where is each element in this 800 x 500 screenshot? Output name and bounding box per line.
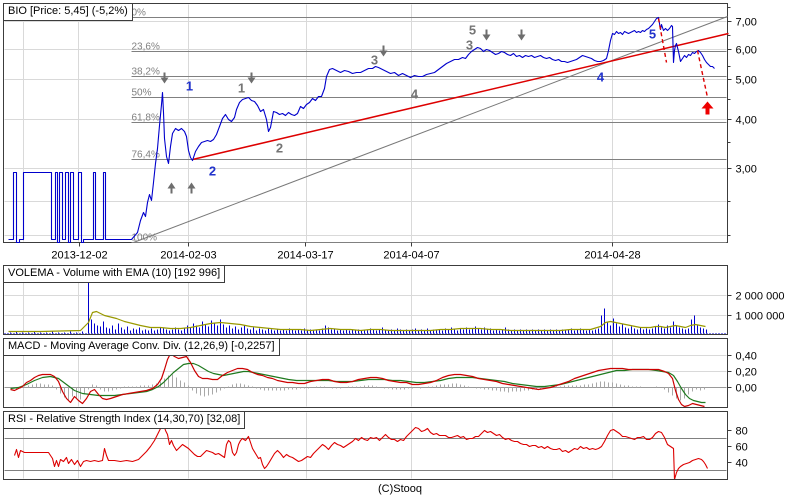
svg-text:4: 4	[597, 70, 605, 85]
svg-text:2014-02-03: 2014-02-03	[160, 250, 216, 262]
fibonacci-levels: 0%23,6%38,2%50%61,8%76,4%100%	[131, 8, 727, 244]
svg-text:76,4%: 76,4%	[132, 150, 160, 161]
svg-text:60: 60	[736, 442, 748, 454]
trend-lines	[133, 16, 729, 243]
up-arrow-icon	[167, 182, 176, 194]
macd-panel-title: MACD - Moving Average Conv. Div. (12,26,…	[8, 340, 275, 352]
svg-text:3: 3	[371, 53, 378, 68]
wave-annotations: 1 2 4 5 1 2 3 3 4 5	[160, 23, 714, 194]
svg-text:61,8%: 61,8%	[132, 113, 160, 124]
svg-text:2: 2	[209, 164, 216, 179]
down-arrow-icon	[247, 72, 256, 84]
svg-text:7,00: 7,00	[736, 17, 757, 29]
macd-panel: 0,40 0,20 0,00	[3, 338, 757, 408]
price-series	[8, 16, 715, 244]
svg-text:1: 1	[186, 79, 193, 94]
svg-text:2 000 000: 2 000 000	[736, 291, 785, 303]
svg-text:38,2%: 38,2%	[132, 67, 160, 78]
volume-panel-title: VOLEMA - Volume with EMA (10) [192 996]	[8, 267, 221, 279]
svg-text:2014-04-28: 2014-04-28	[584, 250, 640, 262]
price-panel	[3, 3, 728, 243]
svg-text:50%: 50%	[132, 88, 152, 99]
svg-text:1 000 000: 1 000 000	[736, 311, 785, 323]
price-panel-title: BIO [Price: 5,45] (-5,2%)	[8, 5, 128, 17]
svg-text:5: 5	[469, 23, 476, 38]
down-arrow-icon	[482, 29, 491, 41]
price-axes: 7,00 6,00 5,00 4,00 3,00 2013-12-02 2014-02-03…	[51, 7, 757, 262]
down-arrow-icon	[379, 45, 388, 57]
rsi-panel-title-box: RSI - Relative Strength Index (14,30,70)…	[3, 411, 246, 429]
svg-text:3: 3	[466, 38, 473, 53]
svg-text:0,20: 0,20	[736, 367, 757, 379]
down-arrow-icon	[160, 72, 169, 84]
svg-text:0,00: 0,00	[736, 383, 757, 395]
svg-text:5: 5	[649, 27, 656, 42]
svg-text:6,00: 6,00	[736, 45, 757, 57]
svg-text:2014-04-07: 2014-04-07	[383, 250, 439, 262]
svg-text:5,00: 5,00	[736, 75, 757, 87]
svg-text:2014-03-17: 2014-03-17	[277, 250, 333, 262]
price-panel-title-box: BIO [Price: 5,45] (-5,2%)	[3, 3, 133, 21]
svg-text:2013-12-02: 2013-12-02	[51, 250, 107, 262]
svg-text:0,40: 0,40	[736, 351, 757, 363]
up-arrow-icon	[187, 182, 196, 194]
rsi-panel-title: RSI - Relative Strength Index (14,30,70)…	[8, 413, 241, 425]
volume-panel: 2 000 000 1 000 000	[3, 265, 785, 335]
copyright-label: (C)Stooq	[377, 483, 423, 495]
svg-text:1: 1	[238, 81, 245, 96]
volume-panel-title-box: VOLEMA - Volume with EMA (10) [192 996]	[3, 265, 226, 283]
macd-panel-title-box: MACD - Moving Average Conv. Div. (12,26,…	[3, 338, 280, 356]
svg-text:4: 4	[411, 87, 419, 102]
svg-text:40: 40	[736, 458, 748, 470]
svg-text:3,00: 3,00	[736, 164, 757, 176]
svg-text:80: 80	[736, 426, 748, 438]
svg-text:0%: 0%	[132, 8, 147, 19]
svg-text:2: 2	[276, 141, 283, 156]
svg-text:23,6%: 23,6%	[132, 42, 160, 53]
red-up-arrow-icon	[701, 101, 714, 115]
down-arrow-icon	[517, 29, 526, 41]
svg-text:4,00: 4,00	[736, 115, 757, 127]
